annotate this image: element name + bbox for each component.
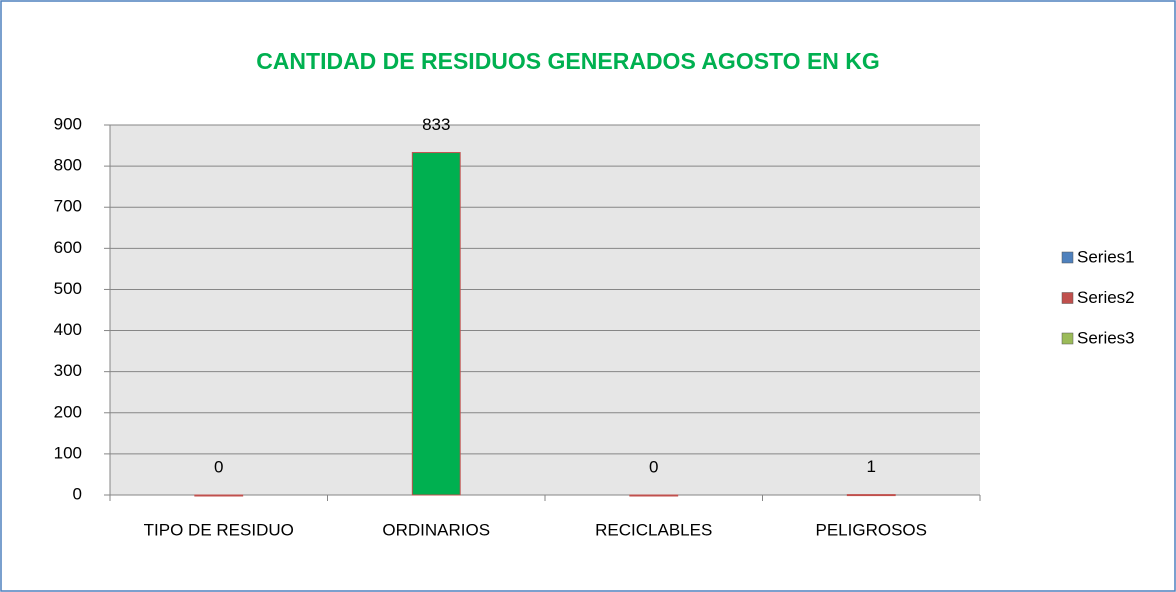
bar <box>629 494 679 497</box>
y-tick-label: 800 <box>54 156 82 175</box>
plot-area <box>110 125 980 495</box>
y-tick-label: 0 <box>73 484 82 503</box>
y-tick-label: 700 <box>54 197 82 216</box>
legend-label: Series3 <box>1077 328 1135 347</box>
data-label: 833 <box>422 115 450 134</box>
legend-swatch <box>1061 332 1074 345</box>
x-tick-label: PELIGROSOS <box>816 520 927 539</box>
y-tick-label: 600 <box>54 238 82 257</box>
bar <box>194 494 244 497</box>
data-label: 0 <box>214 457 223 476</box>
y-tick-label: 200 <box>54 402 82 421</box>
y-tick-label: 400 <box>54 320 82 339</box>
y-tick-label: 500 <box>54 279 82 298</box>
legend-label: Series2 <box>1077 288 1135 307</box>
y-tick-label: 900 <box>54 114 82 133</box>
legend-swatch <box>1061 292 1074 304</box>
data-label: 0 <box>649 457 658 476</box>
legend-label: Series1 <box>1077 247 1135 266</box>
data-label: 1 <box>867 457 876 476</box>
bar <box>411 152 461 496</box>
x-tick-label: ORDINARIOS <box>382 520 490 539</box>
chart-title: CANTIDAD DE RESIDUOS GENERADOS AGOSTO EN… <box>256 48 880 74</box>
y-tick-label: 100 <box>54 443 82 462</box>
legend-swatch <box>1061 251 1074 264</box>
x-tick-label: RECICLABLES <box>595 520 712 539</box>
x-tick-label: TIPO DE RESIDUO <box>144 520 294 539</box>
y-tick-label: 300 <box>54 361 82 380</box>
bar <box>846 494 896 497</box>
